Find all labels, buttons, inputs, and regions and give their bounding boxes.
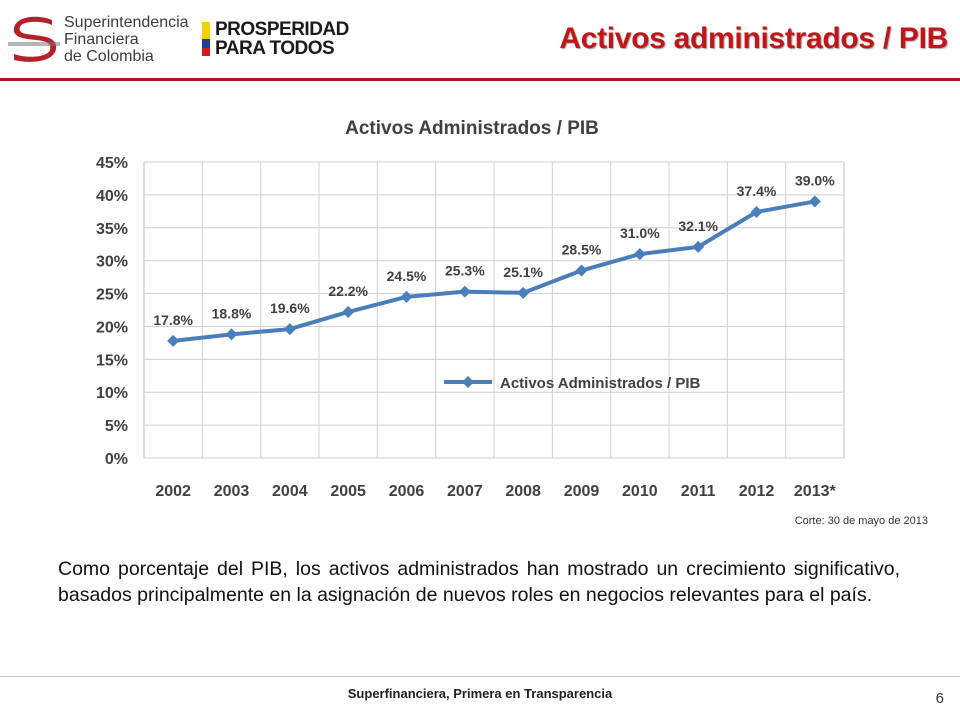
x-tick-label: 2013* (794, 483, 837, 500)
y-tick-label: 40% (96, 188, 128, 205)
prosperidad-logo: PROSPERIDAD PARA TODOS (202, 20, 349, 60)
x-tick-label: 2008 (505, 483, 541, 500)
body-paragraph: Como porcentaje del PIB, los activos adm… (58, 558, 900, 606)
page-number: 6 (935, 690, 944, 707)
organization-name: Superintendencia Financiera de Colombia (64, 14, 189, 65)
data-label: 28.5% (562, 242, 602, 258)
org-name-line: Financiera (64, 31, 139, 48)
line-chart: Activos Administrados / PIB 0% 5% 10% 15% 20… (96, 118, 845, 500)
data-label: 18.8% (212, 305, 252, 321)
superfinanciera-logo (8, 12, 60, 64)
data-label: 25.1% (503, 264, 543, 280)
colombia-flag-icon (202, 22, 210, 56)
footer-divider (0, 676, 960, 677)
y-tick-label: 10% (96, 385, 128, 402)
y-tick-label: 35% (96, 221, 128, 238)
data-point (458, 285, 471, 298)
data-label: 24.5% (387, 268, 427, 284)
data-point (167, 334, 180, 347)
x-tick-label: 2012 (739, 483, 775, 500)
series-line (172, 199, 816, 343)
x-tick-label: 2006 (389, 483, 425, 500)
gov-logo-line: PARA TODOS (215, 38, 335, 59)
data-label: 25.3% (445, 263, 485, 279)
x-tick-label: 2007 (447, 483, 483, 500)
y-tick-label: 5% (105, 418, 128, 435)
legend-marker (462, 376, 474, 388)
y-tick-label: 15% (96, 352, 128, 369)
x-tick-label: 2004 (272, 483, 308, 500)
data-point (400, 290, 413, 303)
data-label: 17.8% (153, 312, 193, 328)
data-point (633, 248, 646, 261)
legend-label: Activos Administrados / PIB (500, 375, 700, 392)
chart-title: Activos Administrados / PIB (345, 118, 599, 139)
data-point (283, 323, 296, 336)
data-point (575, 264, 588, 277)
footer-tagline: Superfinanciera, Primera en Transparenci… (347, 686, 613, 701)
data-point (808, 195, 821, 208)
y-tick-label: 45% (96, 155, 128, 172)
x-tick-label: 2002 (155, 483, 191, 500)
data-point (750, 205, 763, 218)
y-tick-label: 25% (96, 287, 128, 304)
data-point (517, 286, 530, 299)
data-point (692, 240, 705, 253)
data-label: 32.1% (678, 218, 718, 234)
y-tick-label: 0% (105, 451, 128, 468)
header-divider (0, 78, 960, 81)
slide-title: Activos administrados / PIB (559, 22, 948, 55)
gov-logo-line: PROSPERIDAD (215, 19, 349, 40)
y-tick-label: 30% (96, 254, 128, 271)
data-label: 39.0% (795, 172, 835, 188)
data-point (342, 305, 355, 318)
x-tick-label: 2009 (564, 483, 600, 500)
org-name-line: de Colombia (64, 48, 154, 65)
org-name-line: Superintendencia (64, 14, 189, 31)
x-tick-label: 2011 (681, 483, 716, 500)
x-tick-label: 2010 (622, 483, 658, 500)
data-label: 31.0% (620, 225, 660, 241)
x-tick-label: 2003 (214, 483, 250, 500)
x-tick-label: 2005 (330, 483, 366, 500)
data-label: 19.6% (270, 300, 310, 316)
data-point (225, 328, 238, 341)
slide-header: Superintendencia Financiera de Colombia … (0, 0, 960, 81)
data-cutoff-note: Corte: 30 de mayo de 2013 (794, 515, 928, 527)
y-tick-label: 20% (96, 319, 128, 336)
data-label: 37.4% (737, 183, 777, 199)
data-label: 22.2% (328, 283, 368, 299)
